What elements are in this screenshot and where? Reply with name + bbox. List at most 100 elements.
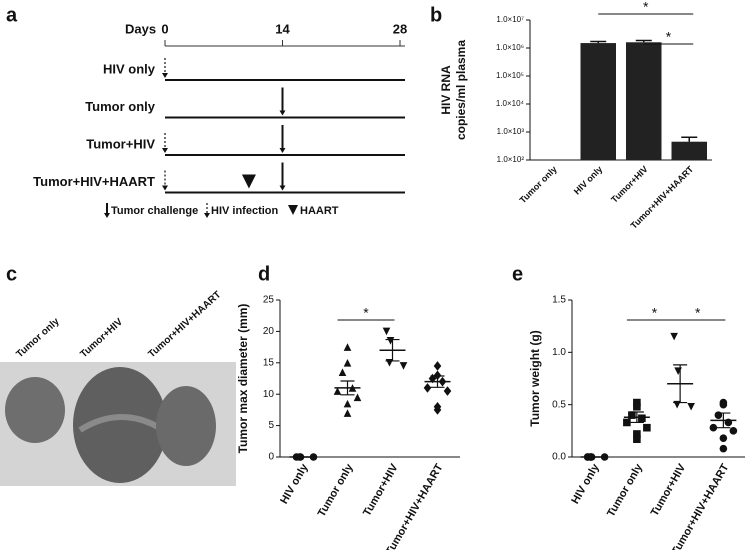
y-tick-label: 1.0×10⁶ (496, 43, 524, 52)
y-tick-label: 15 (263, 357, 275, 368)
x-tick-label: 14 (275, 21, 290, 36)
data-point (423, 383, 432, 393)
bar (626, 42, 662, 161)
photo (0, 362, 236, 486)
significance-label: * (695, 305, 701, 321)
photo-label: Tumor+HIV (78, 316, 125, 360)
data-point (709, 423, 718, 432)
significance-label: * (643, 0, 649, 15)
x-tick-label: Tumor only (518, 164, 559, 205)
x-tick-label: Tumor only (605, 461, 645, 519)
row-label: HIV only (103, 61, 156, 76)
y-axis-label: HIV RNA (439, 65, 453, 115)
row-label: Tumor only (85, 99, 156, 114)
y-axis-label: Tumor max diameter (mm) (236, 304, 250, 454)
x-tick-label: Tumor only (316, 461, 356, 519)
panel-label: e (512, 263, 523, 285)
arrow-head (279, 148, 286, 153)
data-point (633, 402, 641, 411)
data-point (343, 359, 352, 367)
legend-symbol (288, 205, 298, 215)
panel-label: a (6, 4, 18, 26)
data-point (674, 367, 682, 375)
legend-label: HAART (300, 205, 339, 217)
y-tick-label: 25 (263, 295, 275, 306)
arrow-head (279, 110, 286, 116)
tumor (156, 386, 216, 466)
panel-label: d (258, 263, 270, 285)
row-label: Tumor+HIV (86, 136, 155, 151)
tumor (73, 367, 167, 483)
y-axis-label: copies/ml plasma (454, 40, 468, 140)
x-tick-label: Tumor+HIV (609, 164, 650, 205)
x-tick-label: HIV only (572, 164, 605, 197)
arrow (162, 170, 168, 191)
y-tick-label: 1.5 (552, 295, 566, 306)
arrow (279, 87, 286, 116)
x-tick-label: Tumor+HIV (649, 461, 689, 518)
data-point (443, 386, 452, 396)
arrow-head (162, 73, 168, 78)
x-tick-label: 0 (161, 21, 168, 36)
y-tick-label: 0 (268, 452, 274, 463)
axis-label: Days (125, 21, 156, 36)
data-point (353, 393, 362, 402)
tumor (5, 377, 65, 443)
data-point (399, 362, 408, 370)
significance-label: * (652, 305, 658, 321)
data-point (643, 423, 651, 432)
arrow-head (204, 213, 210, 218)
photo-label: Tumor only (14, 316, 62, 360)
x-tick-label: 28 (393, 21, 407, 36)
legend-label: Tumor challenge (111, 205, 198, 217)
y-tick-label: 1.0 (552, 347, 566, 358)
haart-marker (241, 174, 256, 189)
sem-bar (340, 380, 355, 396)
arrow (204, 203, 210, 218)
data-point (386, 337, 395, 345)
arrow-head (162, 185, 168, 191)
arrow-head (279, 185, 286, 191)
data-point (719, 434, 728, 442)
x-tick-label: HIV only (569, 461, 602, 506)
sem-bar (430, 375, 445, 388)
y-axis-label: Tumor weight (g) (528, 330, 542, 426)
panel-label: b (430, 4, 442, 26)
error-bar (681, 136, 698, 142)
significance-label: * (363, 305, 369, 321)
error-bar (635, 39, 652, 43)
arrow (279, 125, 286, 153)
data-point (433, 405, 442, 415)
panel-label: c (6, 263, 17, 285)
data-point (719, 444, 728, 453)
data-point (623, 418, 631, 427)
data-point (333, 387, 342, 395)
y-tick-label: 20 (263, 326, 275, 337)
photo-label: Tumor+HIV+HAART (146, 289, 223, 360)
y-tick-label: 1.0×10² (497, 155, 525, 164)
x-tick-label: HIV only (278, 461, 311, 506)
arrow (104, 203, 110, 218)
data-point (638, 414, 646, 423)
sem-bar (629, 411, 644, 424)
bar (580, 43, 616, 161)
y-tick-label: 10 (263, 389, 275, 400)
arrow-head (162, 148, 168, 153)
row-label: Tumor+HIV+HAART (33, 174, 155, 189)
data-point (433, 370, 442, 381)
arrow (162, 133, 168, 153)
data-point (729, 427, 738, 435)
y-tick-label: 1.0×10³ (497, 127, 525, 136)
data-point (343, 399, 352, 408)
data-point (687, 402, 695, 411)
y-tick-label: 1.0×10⁵ (496, 71, 524, 80)
error-bar (590, 40, 607, 44)
y-tick-label: 0.0 (552, 452, 566, 463)
y-tick-label: 1.0×10⁷ (496, 15, 524, 24)
x-tick-label: Tumor+HIV (361, 461, 401, 518)
data-point (343, 343, 352, 351)
arrow (162, 58, 168, 78)
y-tick-label: 0.5 (552, 399, 566, 410)
sem-bar (385, 338, 400, 362)
